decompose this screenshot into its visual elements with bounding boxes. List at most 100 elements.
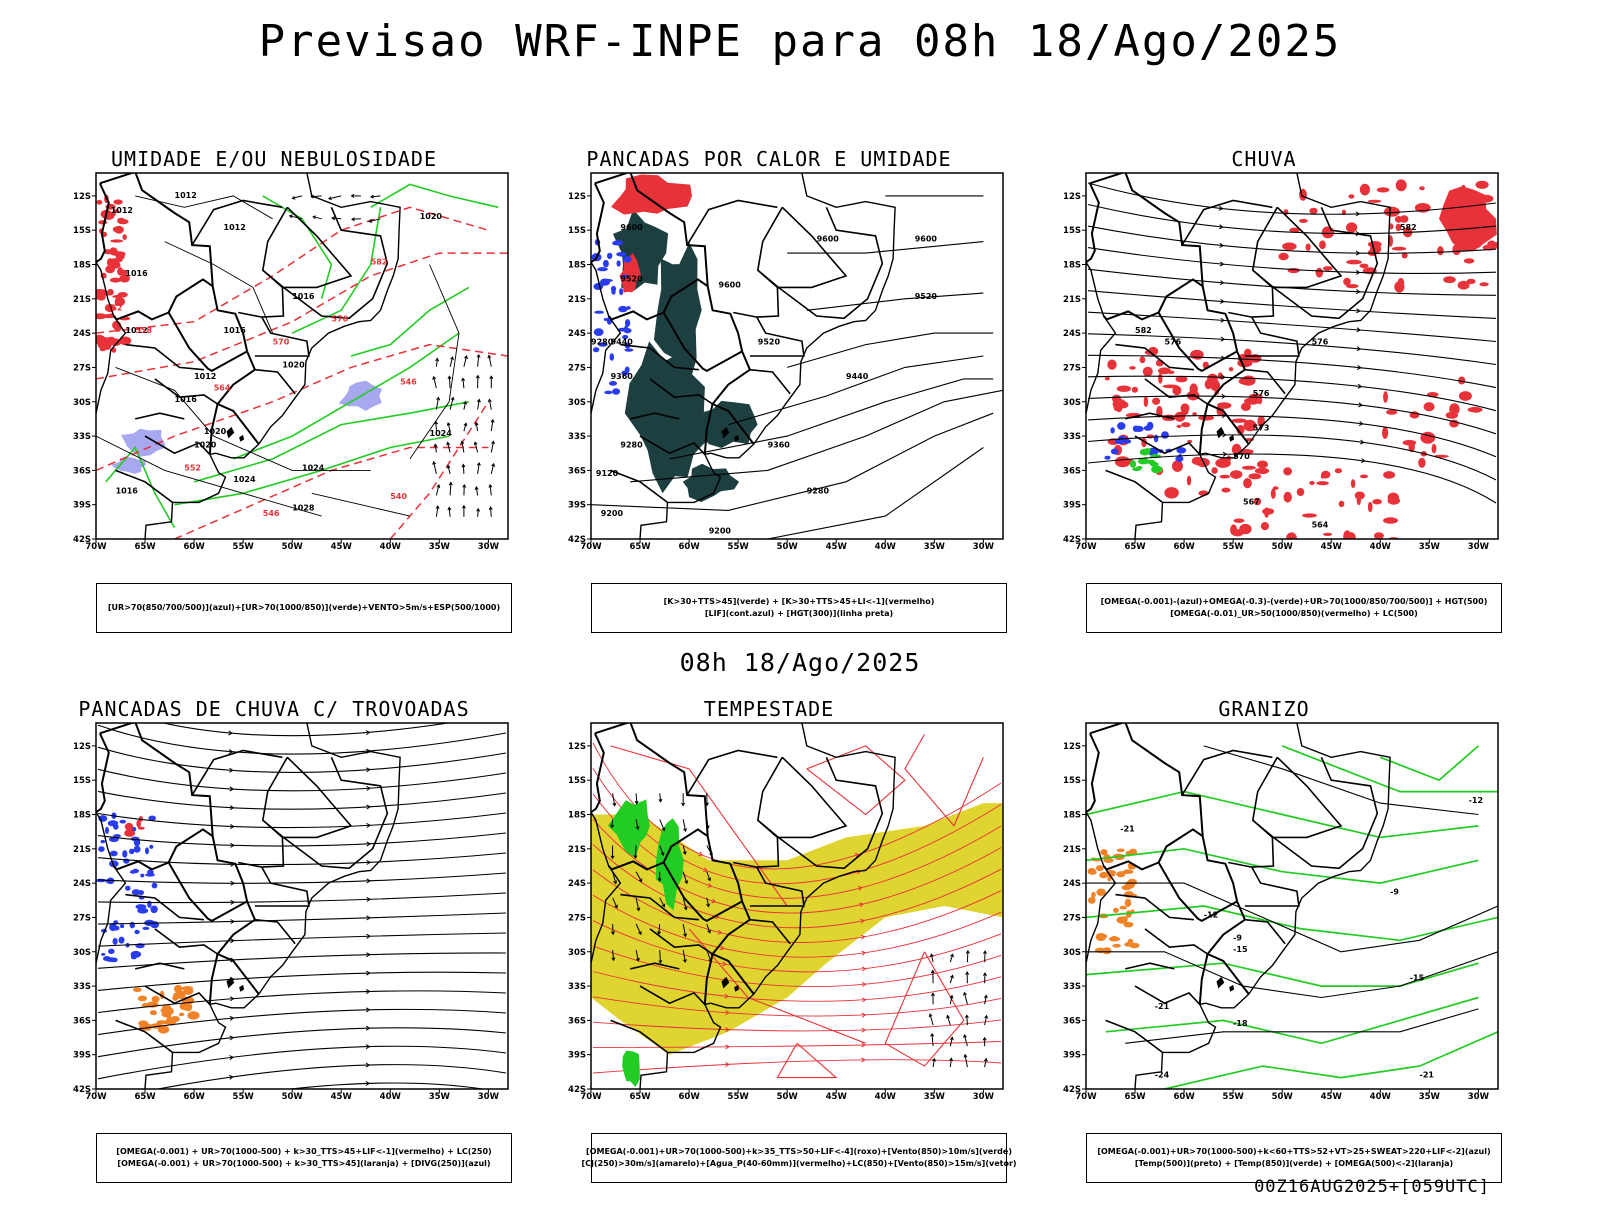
y-tick-label: 24S — [73, 879, 91, 889]
rain-area — [1143, 367, 1153, 377]
x-tick-label: 60W — [183, 1092, 205, 1102]
y-tick-label: 15S — [73, 776, 91, 786]
isobar-label: 1020 — [194, 441, 217, 450]
lifted-index-contour — [616, 252, 626, 257]
rain-area — [1172, 460, 1183, 472]
lifted-index-contour — [594, 328, 604, 336]
x-tick-label: 35W — [429, 542, 451, 552]
height-label: 9280 — [807, 486, 830, 495]
lifted-index-contour — [602, 279, 613, 282]
legend-line-2: [CJ(250)>30m/s](amarelo)+[Agua_P(40-60mm… — [581, 1158, 1016, 1170]
x-tick-label: 55W — [1223, 1092, 1245, 1102]
wind-vector — [449, 376, 450, 388]
y-tick-label: 36S — [568, 466, 586, 476]
divergence-area — [108, 949, 115, 954]
y-tick-label: 15S — [73, 226, 91, 236]
thunder-area — [133, 988, 142, 993]
thickness-label: 582 — [371, 258, 388, 267]
x-tick-label: 50W — [282, 542, 304, 552]
thunder-area — [174, 985, 182, 993]
y-tick-label: 12S — [568, 742, 586, 752]
rain-area — [1257, 461, 1268, 469]
lifted-index-contour — [625, 348, 634, 351]
thunder-area — [187, 1011, 199, 1019]
height-label: 576 — [1312, 338, 1329, 347]
y-tick-label: 21S — [568, 295, 586, 305]
height-label: 9360 — [768, 441, 791, 450]
rain-area — [1242, 466, 1256, 470]
legend-box: [OMEGA(-0.001)+UR>70(1000-500)+k>35_TTS>… — [591, 1133, 1007, 1183]
legend-line-2: [Temp(500)](preto) + [Temp(850)](verde) … — [1135, 1158, 1453, 1170]
omega-500-area — [1096, 865, 1104, 871]
x-tick-label: 55W — [1223, 542, 1245, 552]
height-label: 9280 — [620, 441, 643, 450]
divergence-area — [138, 890, 144, 895]
rain-area — [1234, 519, 1245, 523]
x-tick-label: 55W — [728, 1092, 750, 1102]
y-tick-label: 39S — [73, 501, 91, 511]
rain-area — [1220, 475, 1231, 479]
y-tick-label: 21S — [1063, 295, 1081, 305]
omega-500-area — [1117, 849, 1125, 853]
lifted-index-contour — [623, 256, 631, 263]
rain-area — [1181, 422, 1190, 427]
y-tick-label: 39S — [568, 501, 586, 511]
isobar-label: 1020 — [420, 212, 443, 221]
y-tick-label: 18S — [568, 811, 586, 821]
y-tick-label: 42S — [568, 535, 586, 545]
y-tick-label: 33S — [73, 432, 91, 442]
rain-area — [1115, 456, 1131, 467]
rain-area — [1309, 208, 1317, 214]
omega-500-area — [1096, 889, 1105, 896]
temperature-label: -9 — [1233, 933, 1242, 942]
y-tick-label: 30S — [73, 948, 91, 958]
lifted-index-contour — [597, 267, 608, 271]
lifted-index-contour — [593, 347, 599, 352]
rain-area — [1221, 488, 1230, 493]
x-tick-label: 50W — [1272, 1092, 1294, 1102]
y-tick-label: 24S — [73, 329, 91, 339]
rain-area — [1464, 258, 1474, 263]
omega-500-area — [1120, 906, 1127, 910]
x-tick-label: 45W — [826, 1092, 848, 1102]
temperature-label: -21 — [1420, 1071, 1435, 1080]
rain-area — [1316, 268, 1324, 278]
rain-area — [1207, 374, 1218, 384]
rain-area — [1368, 502, 1373, 512]
y-tick-label: 27S — [73, 363, 91, 373]
rain-area — [1360, 264, 1369, 269]
omega-500-area — [1129, 943, 1139, 949]
rain-area — [1232, 419, 1247, 423]
rain-area — [1167, 371, 1174, 374]
thickness-label: 570 — [273, 338, 290, 347]
omega-500-area — [1096, 934, 1107, 939]
legend-box: [OMEGA(-0.001) + UR>70(1000-500) + k>30_… — [96, 1133, 512, 1183]
divergence-area — [105, 827, 109, 834]
rain-area — [1370, 244, 1381, 254]
x-tick-label: 40W — [875, 542, 897, 552]
omega-area — [1123, 439, 1131, 443]
divergence-area — [119, 937, 125, 944]
humidity-850-patch — [117, 219, 128, 224]
legend-line-1: [UR>70(850/700/500)](azul)+[UR>70(1000/8… — [108, 602, 500, 614]
lifted-index-contour — [593, 283, 603, 290]
rain-area — [1419, 186, 1425, 190]
rain-area — [1377, 187, 1390, 192]
rain-area — [1113, 399, 1127, 409]
lifted-index-contour — [594, 311, 604, 314]
rain-area — [1107, 360, 1116, 370]
rain-area — [1261, 522, 1269, 530]
divergence-area — [147, 901, 151, 908]
rain-area — [1323, 533, 1332, 536]
rain-area — [1297, 488, 1305, 496]
divergence-area — [106, 879, 115, 884]
y-tick-label: 42S — [73, 535, 91, 545]
height-label: 9360 — [611, 372, 634, 381]
divergence-area — [108, 820, 119, 826]
x-tick-label: 60W — [1173, 1092, 1195, 1102]
y-tick-label: 42S — [1063, 1085, 1081, 1095]
rain-area — [1129, 366, 1136, 370]
humidity-850-patch — [117, 267, 123, 275]
